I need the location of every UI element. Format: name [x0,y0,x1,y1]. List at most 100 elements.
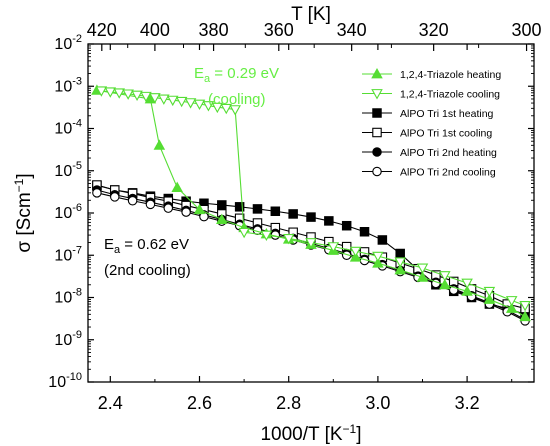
top-tick-label: 380 [199,20,229,40]
y-tick-label: 10-7 [54,244,82,264]
top-tick-label: 320 [419,20,449,40]
data-point [377,235,388,245]
top-tick-label: 420 [87,20,117,40]
data-point [216,213,228,224]
top-tick-label: 360 [264,20,294,40]
data-point [110,192,120,202]
legend-label: AlPO Tri 1st heating [400,108,494,120]
legend-entry: AlPO Tri 1st heating [362,108,494,120]
series-1 [95,86,531,312]
series-line [96,189,526,321]
annotation-label-line2: (cooling) [208,91,266,108]
data-point [371,68,383,79]
top-tick-label: 400 [140,20,170,40]
data-point [372,127,382,138]
top-tick-label: 340 [337,20,367,40]
data-point [327,242,340,253]
data-point [193,203,206,215]
data-point [217,200,227,210]
legend-label: 1,2,4-Triazole cooling [400,89,500,101]
data-point [163,203,174,213]
top-axis-title: T [K] [291,4,331,25]
x-tick-label: 3.2 [455,393,480,413]
data-point [439,271,451,282]
y-tick-label: 10-4 [54,118,82,138]
data-point [104,87,117,98]
data-point [153,139,166,150]
data-point [483,293,496,304]
data-point [122,89,134,100]
axis-labels: 1000/T [K−1] T [K] σ [Scm−1] [12,4,362,445]
legend-label: AlPO Tri 1st cooling [400,128,492,140]
y-tick-label: 10-8 [54,287,82,307]
legend-entry: AlPO Tri 2nd cooling [362,167,496,179]
data-point [416,263,429,274]
data-point [127,195,138,206]
data-point [175,96,188,108]
y-tick-label: 10-9 [54,329,82,349]
data-point [306,212,316,222]
x-tick-label: 3.0 [365,393,390,413]
data-point [166,95,179,107]
data-point [229,105,241,116]
annotations: Ea = 0.29 eV (cooling) Ea = 0.62 eV (2nd co… [104,65,279,279]
data-point [519,300,531,312]
data-point [193,99,206,110]
y-tick-label: 10-6 [54,202,82,222]
data-point [359,226,370,237]
annotation-ea-2nd: Ea = 0.62 eV (2nd cooling) [104,236,191,279]
y-tick-label: 10-2 [54,33,82,53]
legend: 1,2,4-Triazole heating 1,2,4-Triazole coo… [362,68,501,179]
legend-entry: AlPO Tri 2nd heating [362,147,497,159]
legend-entry: 1,2,4-Triazole cooling [362,89,500,101]
data-point [416,271,429,282]
series-layer [91,84,531,326]
top-tick-label: 300 [512,20,542,40]
data-point [158,94,170,105]
data-point [92,188,102,198]
legend-label: AlPO Tri 2nd heating [400,147,497,159]
data-point [341,220,352,231]
data-point [461,285,473,296]
data-point [372,166,382,177]
series-line [96,192,526,322]
data-point [234,202,245,212]
annotation-label: Ea = 0.29 eV [194,65,279,85]
annotation-label-line2: (2nd cooling) [104,262,191,279]
legend-entry: AlPO Tri 1st cooling [362,128,492,140]
data-point [140,91,152,103]
legend-entry: 1,2,4-Triazole heating [362,68,501,81]
data-point [394,257,406,268]
data-point [211,102,224,114]
data-point [149,93,161,104]
y-axis-title: σ [Scm−1] [12,173,35,252]
data-point [238,227,250,239]
data-point [202,101,215,112]
data-point [145,199,156,210]
data-point [324,216,334,226]
data-point [282,234,295,245]
axis-ticks: 2.4 2.6 2.8 3.0 3.2 10-2 10-3 10-4 10-5 10-6 10-7 1… [48,20,541,413]
data-point [519,310,531,322]
data-point [395,248,405,259]
annotation-ea-cooling: Ea = 0.29 eV (cooling) [194,65,279,108]
data-point [270,206,281,217]
x-axis-title: 1000/T [K−1] [260,422,361,445]
data-point [394,263,406,275]
x-tick-label: 2.6 [187,393,212,413]
data-point [305,238,317,249]
legend-label: AlPO Tri 2nd cooling [400,167,496,179]
data-point [371,89,383,100]
x-tick-label: 2.8 [276,393,301,413]
data-point [483,286,496,298]
data-point [131,90,143,101]
data-point [181,207,191,217]
data-point [349,246,362,258]
annotation-label: Ea = 0.62 eV [104,236,189,256]
x-tick-label: 2.4 [98,393,123,413]
data-point [372,251,384,263]
series-line [96,89,526,318]
data-point [461,278,473,289]
data-point [288,209,298,219]
